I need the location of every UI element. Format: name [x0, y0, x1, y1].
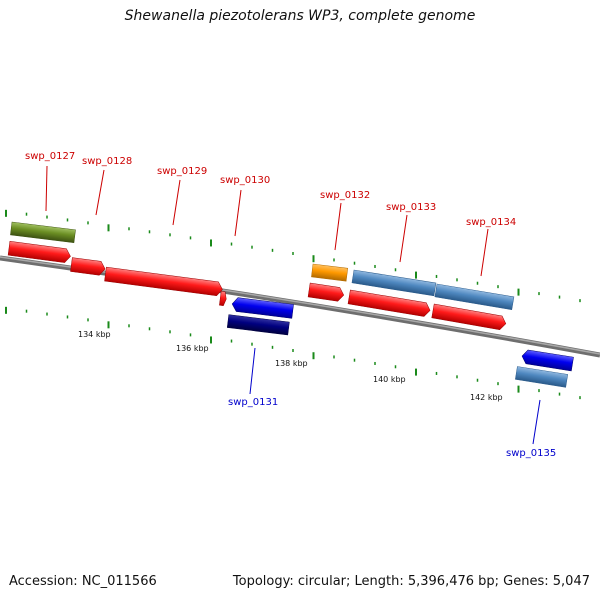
kbp-label-136: 136 kbp: [176, 344, 209, 353]
gene-feature[interactable]: [10, 221, 76, 243]
gene-label-swp-0130[interactable]: swp_0130: [220, 175, 270, 186]
label-leader-line: [334, 202, 342, 251]
gene-feature[interactable]: [351, 269, 437, 297]
gene-label-swp-0131[interactable]: swp_0131: [228, 397, 278, 408]
gene-feature[interactable]: [311, 263, 349, 282]
label-leader-line: [234, 189, 242, 237]
gene-label-swp-0129[interactable]: swp_0129: [157, 166, 207, 177]
kbp-label-138: 138 kbp: [275, 359, 308, 368]
genome-title: Shewanella piezotolerans WP3, complete g…: [124, 8, 476, 24]
label-leader-line: [172, 179, 181, 226]
kbp-label-140: 140 kbp: [373, 375, 406, 384]
cds-feature[interactable]: [431, 303, 507, 331]
gene-feature[interactable]: [226, 314, 290, 336]
gene-label-swp-0132[interactable]: swp_0132: [320, 190, 370, 201]
cds-feature[interactable]: [7, 241, 71, 263]
label-leader-line: [45, 165, 48, 212]
kbp-label-134: 134 kbp: [78, 330, 111, 339]
cds-feature[interactable]: [307, 282, 345, 302]
gene-label-swp-0135[interactable]: swp_0135: [506, 448, 556, 459]
cds-feature[interactable]: [347, 289, 431, 317]
genome-stats-text: Topology: circular; Length: 5,396,476 bp…: [232, 574, 590, 589]
gene-label-swp-0128[interactable]: swp_0128: [82, 156, 132, 167]
kbp-ticks: [5, 209, 581, 400]
gene-label-swp-0127[interactable]: swp_0127: [25, 151, 75, 162]
accession-text: Accession: NC_011566: [9, 574, 157, 589]
cds-feature[interactable]: [219, 291, 227, 306]
gene-label-swp-0134[interactable]: swp_0134: [466, 217, 516, 228]
gene-label-swp-0133[interactable]: swp_0133: [386, 202, 436, 213]
cds-feature[interactable]: [70, 257, 106, 276]
label-leader-line: [249, 347, 256, 395]
label-leader-line: [95, 169, 105, 216]
gene-feature[interactable]: [515, 366, 569, 388]
cds-feature[interactable]: [104, 266, 224, 297]
label-leader-line: [532, 399, 541, 445]
kbp-label-142: 142 kbp: [470, 393, 503, 402]
reverse-cds-feature[interactable]: [521, 349, 574, 372]
label-leader-line: [480, 228, 489, 277]
label-leader-line: [399, 214, 408, 263]
gene-feature[interactable]: [434, 283, 515, 310]
reverse-cds-feature[interactable]: [231, 297, 294, 319]
